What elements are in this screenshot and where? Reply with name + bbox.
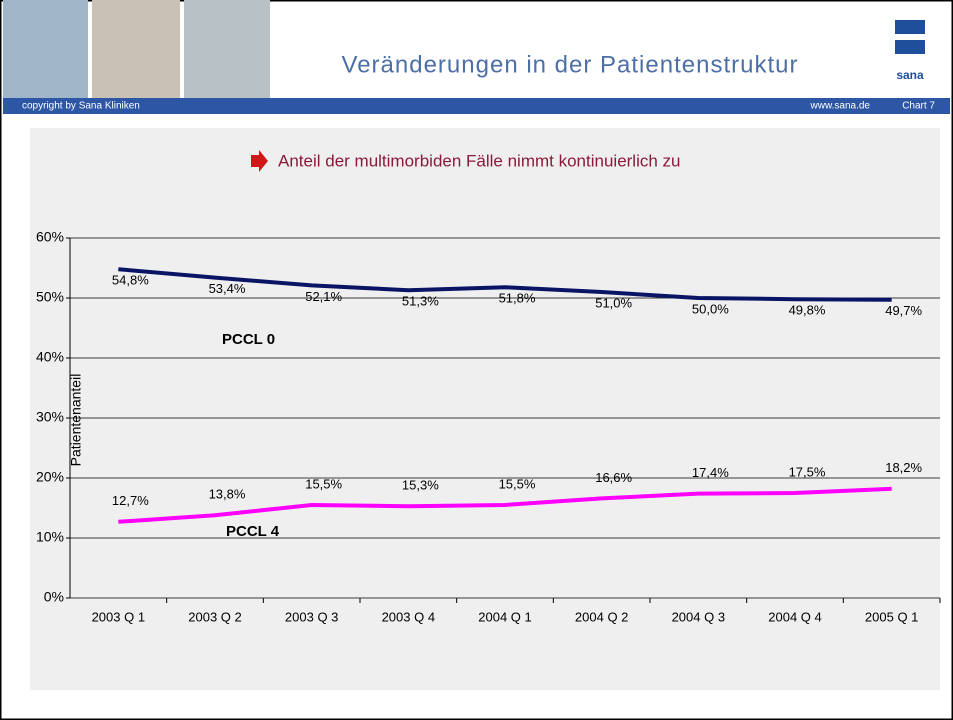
x-tick-label: 2005 Q 1: [865, 609, 919, 624]
x-tick-label: 2003 Q 3: [285, 609, 339, 624]
x-tick-label: 2003 Q 2: [188, 609, 242, 624]
value-label: 49,7%: [885, 303, 922, 318]
value-label: 51,3%: [402, 294, 439, 309]
value-label: 53,4%: [209, 281, 246, 296]
value-label: 15,5%: [499, 476, 536, 491]
header-strip: [3, 98, 950, 114]
value-label: 15,5%: [305, 476, 342, 491]
value-label: 17,5%: [789, 464, 826, 479]
series-label: PCCL 0: [222, 331, 275, 348]
y-tick-label: 40%: [36, 349, 64, 365]
x-tick-label: 2004 Q 1: [478, 609, 532, 624]
value-label: 54,8%: [112, 273, 149, 288]
y-tick-label: 20%: [36, 469, 64, 485]
chart-number: Chart 7: [902, 101, 935, 112]
photo: [3, 0, 88, 98]
value-label: 16,6%: [595, 470, 632, 485]
x-tick-label: 2003 Q 4: [382, 609, 436, 624]
chart-panel: [30, 128, 940, 690]
value-label: 50,0%: [692, 301, 729, 316]
chart-title: Anteil der multimorbiden Fälle nimmt kon…: [278, 151, 681, 170]
y-tick-label: 50%: [36, 289, 64, 305]
website: www.sana.de: [810, 101, 871, 112]
copyright: copyright by Sana Kliniken: [22, 101, 140, 112]
y-tick-label: 30%: [36, 409, 64, 425]
value-label: 17,4%: [692, 465, 729, 480]
value-label: 51,8%: [499, 291, 536, 306]
value-label: 15,3%: [402, 478, 439, 493]
y-tick-label: 0%: [44, 589, 64, 605]
slide-title: Veränderungen in der Patientenstruktur: [342, 51, 799, 78]
bullet-arrow: [251, 150, 268, 172]
value-label: 13,8%: [209, 487, 246, 502]
y-tick-label: 10%: [36, 529, 64, 545]
x-tick-label: 2003 Q 1: [92, 609, 146, 624]
series-line: [118, 267, 892, 302]
value-label: 12,7%: [112, 493, 149, 508]
x-tick-label: 2004 Q 2: [575, 609, 629, 624]
x-tick-label: 2004 Q 4: [768, 609, 822, 624]
photo: [184, 0, 270, 98]
logo: [895, 20, 925, 54]
x-tick-label: 2004 Q 3: [672, 609, 726, 624]
logo-text: sana: [896, 68, 924, 82]
value-label: 52,1%: [305, 289, 342, 304]
y-tick-label: 60%: [36, 229, 64, 245]
value-label: 18,2%: [885, 460, 922, 475]
photo: [92, 0, 180, 98]
y-axis-label: Patientenanteil: [68, 374, 84, 467]
series-label: PCCL 4: [226, 523, 280, 540]
value-label: 51,0%: [595, 295, 632, 310]
series-line: [118, 486, 892, 524]
value-label: 49,8%: [789, 303, 826, 318]
